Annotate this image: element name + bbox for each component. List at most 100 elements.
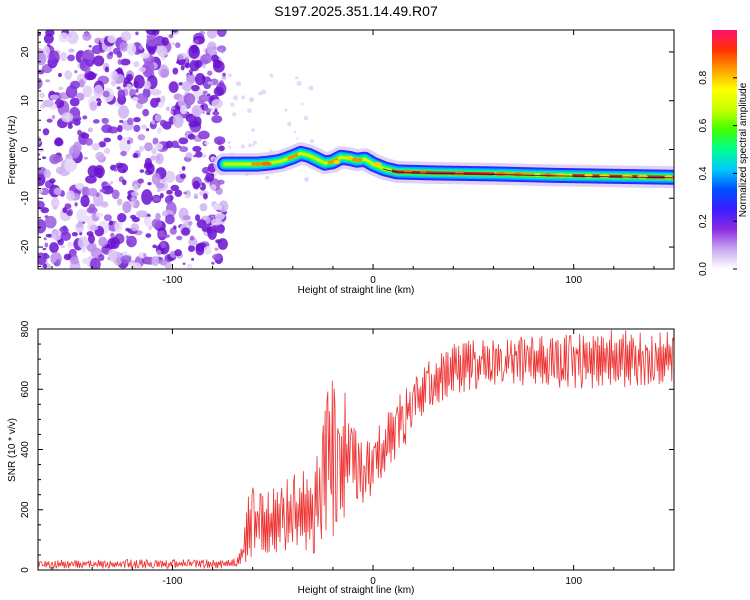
- noise-speck: [228, 146, 232, 149]
- noise-blob: [215, 239, 222, 244]
- noise-blob: [75, 222, 85, 233]
- noise-blob: [92, 119, 100, 124]
- noise-blob: [116, 198, 123, 206]
- noise-blob: [191, 257, 195, 261]
- noise-blob: [181, 227, 191, 236]
- noise-blob: [174, 189, 183, 197]
- noise-blob: [51, 229, 62, 241]
- noise-blob: [161, 56, 166, 61]
- noise-blob: [80, 195, 90, 208]
- noise-blob: [183, 92, 196, 106]
- noise-blob: [38, 200, 45, 210]
- ridge-hot-3: [351, 157, 363, 162]
- noise-blob: [38, 136, 42, 145]
- snr-xtick-label: -100: [162, 576, 182, 587]
- noise-blob: [120, 93, 124, 96]
- spec-xtick-label: -100: [162, 275, 182, 286]
- noise-blob: [146, 34, 158, 47]
- noise-blob: [213, 60, 225, 73]
- noise-blob: [178, 137, 189, 145]
- noise-blob: [211, 261, 215, 265]
- ridge-blob: [261, 161, 272, 166]
- noise-blob: [96, 98, 101, 102]
- noise-blob: [136, 93, 149, 104]
- noise-blob: [53, 206, 57, 210]
- noise-blob: [201, 154, 207, 158]
- noise-blob: [182, 262, 186, 265]
- noise-blob: [166, 189, 173, 195]
- noise-blob: [151, 218, 163, 229]
- noise-blob: [116, 50, 123, 59]
- noise-blob: [205, 172, 215, 182]
- noise-blob: [163, 234, 170, 238]
- noise-blob: [45, 30, 55, 37]
- noise-blob: [119, 119, 124, 124]
- noise-blob: [68, 48, 75, 53]
- noise-blob: [80, 132, 90, 139]
- noise-blob: [86, 231, 94, 237]
- noise-blob: [188, 244, 195, 253]
- ridge-center-line: [382, 168, 673, 179]
- noise-blob: [182, 215, 191, 221]
- noise-blob: [210, 218, 223, 226]
- noise-blob: [107, 34, 117, 44]
- snr-ytick-label: 0: [20, 567, 31, 573]
- noise-blob: [176, 235, 183, 241]
- ridge-blob: [514, 172, 522, 177]
- noise-speck: [247, 108, 252, 114]
- noise-blob: [133, 80, 139, 88]
- noise-blob: [206, 226, 212, 235]
- snr-ytick-label: 400: [20, 441, 31, 458]
- noise-blob: [210, 215, 215, 218]
- noise-blob: [203, 245, 212, 255]
- noise-blob: [89, 224, 99, 231]
- noise-blob: [116, 163, 129, 174]
- noise-blob: [184, 195, 190, 199]
- noise-blob: [120, 255, 131, 264]
- noise-blob: [117, 134, 123, 141]
- noise-blob: [181, 81, 194, 92]
- noise-blob: [114, 168, 118, 172]
- noise-blob: [178, 171, 182, 174]
- noise-speck: [293, 130, 297, 133]
- noise-blob: [114, 73, 125, 84]
- noise-speck: [261, 89, 267, 95]
- noise-blob: [137, 178, 144, 184]
- noise-blob: [81, 257, 90, 265]
- spec-ytick-label: 0: [20, 146, 31, 152]
- colorbar-tick-label: 0.6: [698, 118, 709, 132]
- noise-blob: [154, 153, 164, 165]
- noise-blob: [104, 66, 110, 73]
- noise-blob: [100, 201, 109, 208]
- noise-blob: [58, 32, 69, 43]
- noise-blob: [60, 244, 66, 249]
- noise-speck: [303, 115, 309, 121]
- noise-blob: [81, 186, 90, 197]
- noise-blob: [125, 73, 133, 82]
- noise-blob: [183, 191, 187, 195]
- noise-blob: [189, 71, 193, 76]
- noise-blob: [83, 156, 88, 160]
- noise-blob: [214, 247, 219, 251]
- noise-blob: [67, 54, 75, 62]
- noise-speck: [236, 80, 242, 87]
- noise-blob: [175, 61, 180, 64]
- noise-blob: [202, 64, 206, 69]
- noise-blob: [88, 44, 92, 48]
- noise-blob: [202, 111, 206, 114]
- chart-title: S197.2025.351.14.49.R07: [274, 3, 438, 19]
- noise-blob: [150, 97, 159, 108]
- noise-speck: [227, 140, 231, 145]
- noise-blob: [172, 67, 179, 75]
- noise-blob: [38, 77, 43, 89]
- noise-speck: [253, 140, 257, 145]
- noise-blob: [87, 234, 95, 244]
- noise-blob: [38, 148, 45, 153]
- noise-blob: [145, 30, 157, 36]
- noise-speck: [248, 143, 252, 147]
- noise-blob: [103, 214, 112, 222]
- noise-blob: [132, 153, 139, 159]
- noise-blob: [198, 130, 210, 140]
- noise-blob: [179, 146, 189, 153]
- snr-ytick-label: 200: [20, 501, 31, 518]
